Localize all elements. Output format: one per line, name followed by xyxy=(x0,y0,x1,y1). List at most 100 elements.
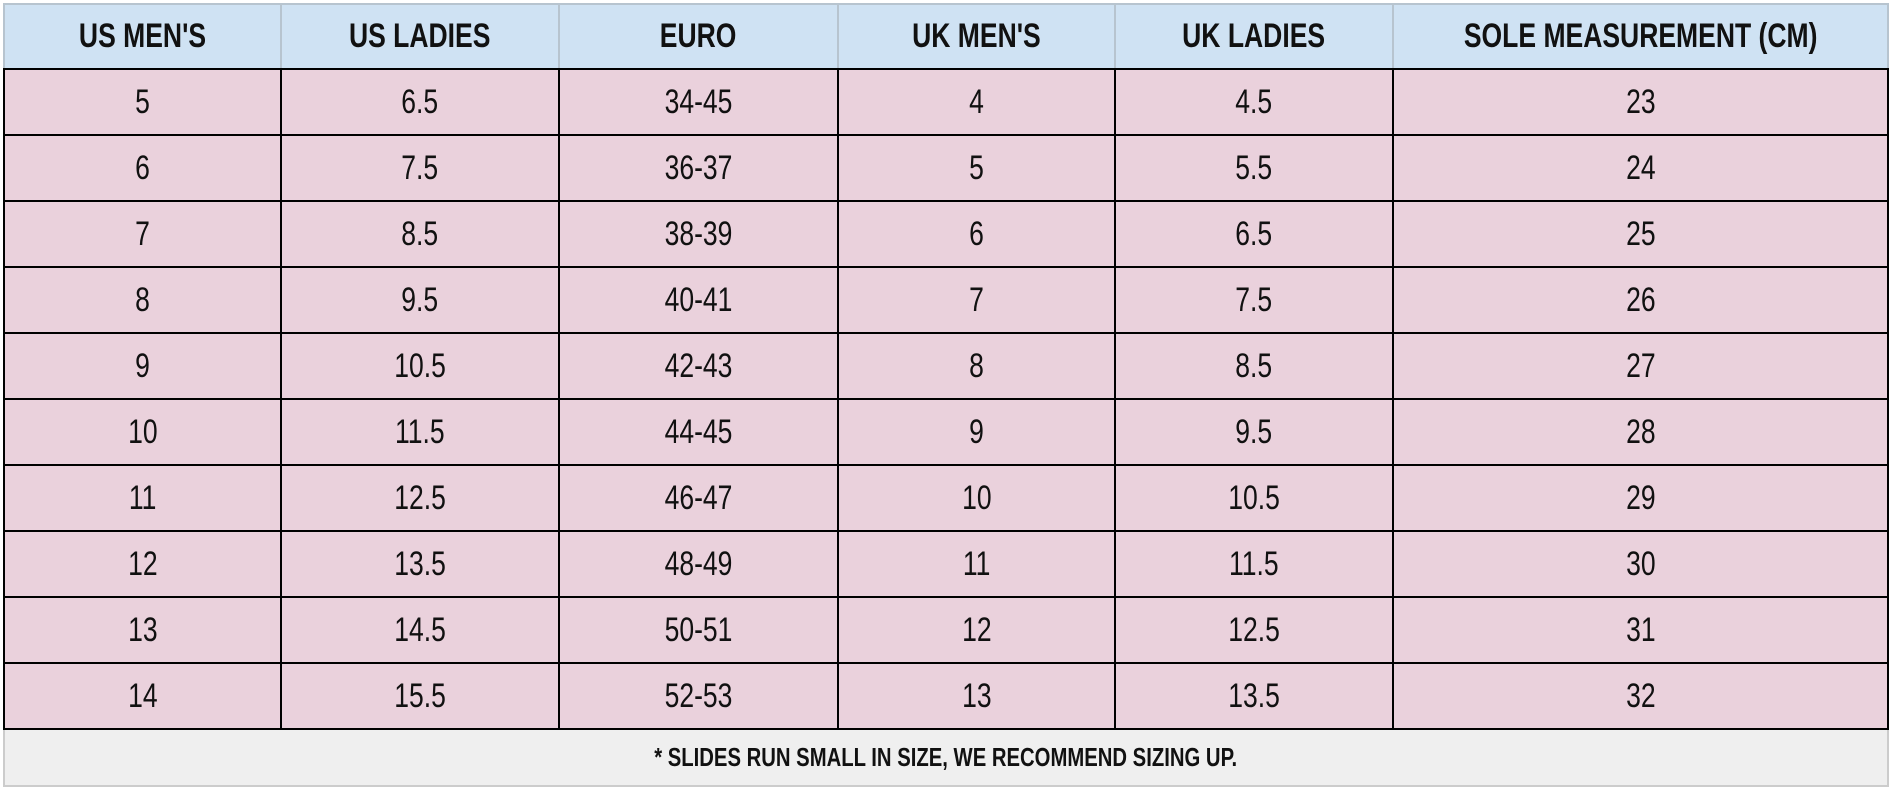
table-cell: 14.5 xyxy=(280,596,560,664)
table-cell: 11.5 xyxy=(280,398,560,466)
size-chart-table: US MEN'S US LADIES EURO UK MEN'S UK LADIES SO… xyxy=(3,3,1889,787)
cell-text: 10.5 xyxy=(1228,478,1280,517)
table-cell: 5.5 xyxy=(1114,134,1394,202)
table-cell: 8 xyxy=(837,332,1116,400)
table-cell: 29 xyxy=(1392,464,1889,532)
table-cell: 31 xyxy=(1392,596,1889,664)
table-row: 5 6.5 34-45 4 4.5 23 xyxy=(3,68,1889,136)
cell-text: 11.5 xyxy=(395,412,445,451)
table-row: 6 7.5 36-37 5 5.5 24 xyxy=(3,134,1889,202)
table-row: 8 9.5 40-41 7 7.5 26 xyxy=(3,266,1889,334)
cell-text: 14 xyxy=(127,676,158,715)
table-cell: 46-47 xyxy=(558,464,839,532)
cell-text: 27 xyxy=(1625,346,1656,385)
cell-text: 30 xyxy=(1625,544,1656,583)
table-cell: 7.5 xyxy=(1114,266,1394,334)
cell-text: US LADIES xyxy=(349,17,491,55)
cell-text: 9 xyxy=(969,412,984,451)
cell-text: 11 xyxy=(962,544,991,583)
cell-text: 7 xyxy=(969,280,984,319)
cell-text: US MEN'S xyxy=(78,17,207,55)
table-cell: 4 xyxy=(837,68,1116,136)
cell-text: 11.5 xyxy=(1229,544,1279,583)
cell-text: 34-45 xyxy=(664,82,733,121)
table-cell: 34-45 xyxy=(558,68,839,136)
cell-text: 6 xyxy=(969,214,984,253)
cell-text: 8.5 xyxy=(401,214,439,253)
table-cell: 8.5 xyxy=(1114,332,1394,400)
cell-text: 7.5 xyxy=(1235,280,1273,319)
cell-text: 13 xyxy=(961,676,992,715)
cell-text: 36-37 xyxy=(664,148,733,187)
cell-text: 6.5 xyxy=(401,82,439,121)
cell-text: 13 xyxy=(127,610,158,649)
table-cell: 52-53 xyxy=(558,662,839,730)
cell-text: 46-47 xyxy=(664,478,733,517)
cell-text: 12.5 xyxy=(1228,610,1280,649)
cell-text: 40-41 xyxy=(664,280,733,319)
table-cell: 36-37 xyxy=(558,134,839,202)
cell-text: EURO xyxy=(660,17,737,55)
table-row: 11 12.5 46-47 10 10.5 29 xyxy=(3,464,1889,532)
table-cell: 32 xyxy=(1392,662,1889,730)
cell-text: 12.5 xyxy=(394,478,446,517)
cell-text: 5 xyxy=(135,82,150,121)
cell-text: 4.5 xyxy=(1235,82,1273,121)
header-cell: SOLE MEASUREMENT (CM) xyxy=(1392,3,1889,70)
table-cell: 11.5 xyxy=(1114,530,1394,598)
table-cell: 10.5 xyxy=(280,332,560,400)
table-row: 12 13.5 48-49 11 11.5 30 xyxy=(3,530,1889,598)
table-cell: 40-41 xyxy=(558,266,839,334)
table-cell: 10.5 xyxy=(1114,464,1394,532)
table-cell: 4.5 xyxy=(1114,68,1394,136)
table-row: 7 8.5 38-39 6 6.5 25 xyxy=(3,200,1889,268)
table-cell: 10 xyxy=(3,398,282,466)
table-cell: 5 xyxy=(3,68,282,136)
table-cell: 13 xyxy=(837,662,1116,730)
table-cell: 13 xyxy=(3,596,282,664)
cell-text: 6.5 xyxy=(1235,214,1273,253)
table-cell: 9.5 xyxy=(1114,398,1394,466)
table-cell: 6.5 xyxy=(280,68,560,136)
cell-text: 50-51 xyxy=(664,610,733,649)
table-cell: 13.5 xyxy=(1114,662,1394,730)
table-cell: 8 xyxy=(3,266,282,334)
table-cell: 6 xyxy=(3,134,282,202)
cell-text: 5 xyxy=(969,148,984,187)
cell-text: 10 xyxy=(127,412,158,451)
cell-text: 7.5 xyxy=(401,148,439,187)
table-cell: 13.5 xyxy=(280,530,560,598)
table-cell: 48-49 xyxy=(558,530,839,598)
cell-text: 25 xyxy=(1625,214,1656,253)
table-cell: 38-39 xyxy=(558,200,839,268)
table-cell: 10 xyxy=(837,464,1116,532)
cell-text: 7 xyxy=(135,214,150,253)
table-cell: 9 xyxy=(837,398,1116,466)
cell-text: UK MEN'S xyxy=(912,17,1041,55)
table-cell: 12 xyxy=(837,596,1116,664)
table-cell: 15.5 xyxy=(280,662,560,730)
table-cell: 27 xyxy=(1392,332,1889,400)
cell-text: 44-45 xyxy=(664,412,733,451)
cell-text: 13.5 xyxy=(394,544,446,583)
cell-text: 6 xyxy=(135,148,150,187)
cell-text: 8 xyxy=(969,346,984,385)
table-cell: 11 xyxy=(3,464,282,532)
cell-text: 29 xyxy=(1625,478,1656,517)
table-cell: 9.5 xyxy=(280,266,560,334)
table-body: 5 6.5 34-45 4 4.5 23 6 7.5 36-37 5 5.5 24 7 8.5 38-39 6… xyxy=(3,68,1889,787)
cell-text: 14.5 xyxy=(394,610,446,649)
table-cell: 12.5 xyxy=(1114,596,1394,664)
table-cell: 44-45 xyxy=(558,398,839,466)
table-cell: 50-51 xyxy=(558,596,839,664)
cell-text: UK LADIES xyxy=(1182,17,1326,55)
cell-text: 13.5 xyxy=(1228,676,1280,715)
cell-text: 8 xyxy=(135,280,150,319)
table-cell: 25 xyxy=(1392,200,1889,268)
table-cell: 28 xyxy=(1392,398,1889,466)
table-cell: 30 xyxy=(1392,530,1889,598)
header-cell: UK LADIES xyxy=(1114,3,1394,70)
table-row: 14 15.5 52-53 13 13.5 32 xyxy=(3,662,1889,730)
cell-text: 48-49 xyxy=(664,544,733,583)
